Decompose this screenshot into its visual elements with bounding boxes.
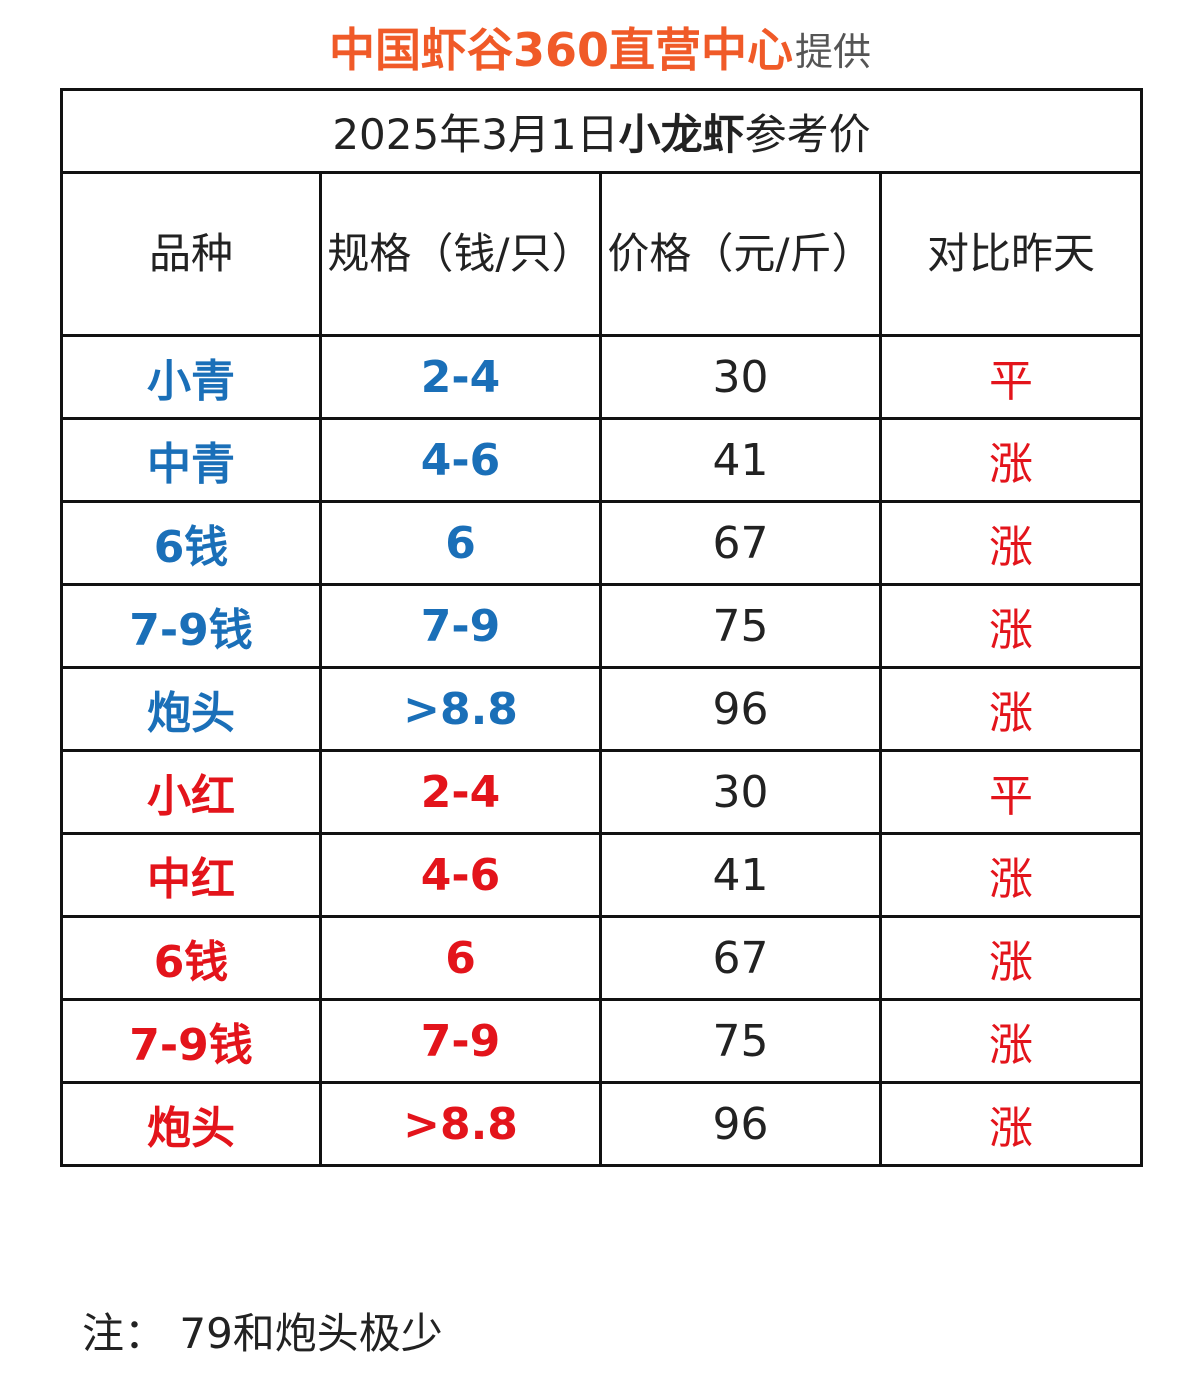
table-row: 6钱 6 67 涨 [60, 500, 1143, 586]
price-cell: 75 [599, 998, 882, 1084]
price-cell: 96 [599, 1081, 882, 1167]
column-header-row: 品种 规格（钱/只） 价格（元/斤） 对比昨天 [60, 171, 1143, 337]
variety-cell: 中青 [60, 417, 322, 503]
price-cell: 30 [599, 334, 882, 420]
spec-cell: 6 [319, 915, 602, 1001]
change-cell: 涨 [879, 998, 1143, 1084]
title-suffix: 参考价 [744, 109, 871, 159]
price-cell: 75 [599, 583, 882, 669]
variety-cell: 7-9钱 [60, 998, 322, 1084]
change-cell: 平 [879, 749, 1143, 835]
spec-cell: 6 [319, 500, 602, 586]
provider-header: 中国虾谷360直营中心 提供 [0, 12, 1200, 80]
table-row: 6钱 6 67 涨 [60, 915, 1143, 1001]
change-cell: 平 [879, 334, 1143, 420]
spec-cell: >8.8 [319, 666, 602, 752]
table-row: 小红 2-4 30 平 [60, 749, 1143, 835]
spec-cell: 2-4 [319, 749, 602, 835]
footnote: 注： 79和炮头极少 [82, 1309, 443, 1358]
variety-cell: 6钱 [60, 500, 322, 586]
table-title-row: 2025年3月1日小龙虾参考价 [60, 88, 1143, 174]
column-header-price: 价格（元/斤） [599, 171, 882, 337]
table-row: 炮头 >8.8 96 涨 [60, 666, 1143, 752]
spec-cell: 2-4 [319, 334, 602, 420]
title-product: 小龙虾 [618, 109, 745, 159]
price-table: 2025年3月1日小龙虾参考价 品种 规格（钱/只） 价格（元/斤） 对比昨天 … [60, 88, 1143, 1167]
variety-cell: 小红 [60, 749, 322, 835]
spec-cell: 7-9 [319, 583, 602, 669]
variety-cell: 中红 [60, 832, 322, 918]
table-row: 中青 4-6 41 涨 [60, 417, 1143, 503]
price-cell: 30 [599, 749, 882, 835]
variety-cell: 炮头 [60, 1081, 322, 1167]
price-cell: 41 [599, 832, 882, 918]
spec-cell: 7-9 [319, 998, 602, 1084]
change-cell: 涨 [879, 1081, 1143, 1167]
table-row: 中红 4-6 41 涨 [60, 832, 1143, 918]
price-cell: 67 [599, 915, 882, 1001]
variety-cell: 小青 [60, 334, 322, 420]
table-row: 7-9钱 7-9 75 涨 [60, 998, 1143, 1084]
brand-name: 中国虾谷360直营中心 [328, 23, 793, 77]
column-header-variety: 品种 [60, 171, 322, 337]
table-body: 小青 2-4 30 平中青 4-6 41 涨 6钱 6 67 涨 7-9钱 7-9 75 涨炮头 >8.8 96… [60, 334, 1143, 1167]
variety-cell: 7-9钱 [60, 583, 322, 669]
price-cell: 41 [599, 417, 882, 503]
table-row: 小青 2-4 30 平 [60, 334, 1143, 420]
table-title: 2025年3月1日小龙虾参考价 [60, 88, 1143, 174]
change-cell: 涨 [879, 500, 1143, 586]
change-cell: 涨 [879, 583, 1143, 669]
spec-cell: >8.8 [319, 1081, 602, 1167]
change-cell: 涨 [879, 915, 1143, 1001]
spec-cell: 4-6 [319, 417, 602, 503]
column-header-spec: 规格（钱/只） [319, 171, 602, 337]
price-cell: 96 [599, 666, 882, 752]
title-date: 2025年3月1日 [332, 109, 619, 159]
change-cell: 涨 [879, 417, 1143, 503]
change-cell: 涨 [879, 666, 1143, 752]
variety-cell: 炮头 [60, 666, 322, 752]
column-header-change: 对比昨天 [879, 171, 1143, 337]
provider-suffix: 提供 [795, 30, 872, 74]
table-row: 炮头 >8.8 96 涨 [60, 1081, 1143, 1167]
price-cell: 67 [599, 500, 882, 586]
change-cell: 涨 [879, 832, 1143, 918]
spec-cell: 4-6 [319, 832, 602, 918]
variety-cell: 6钱 [60, 915, 322, 1001]
table-row: 7-9钱 7-9 75 涨 [60, 583, 1143, 669]
